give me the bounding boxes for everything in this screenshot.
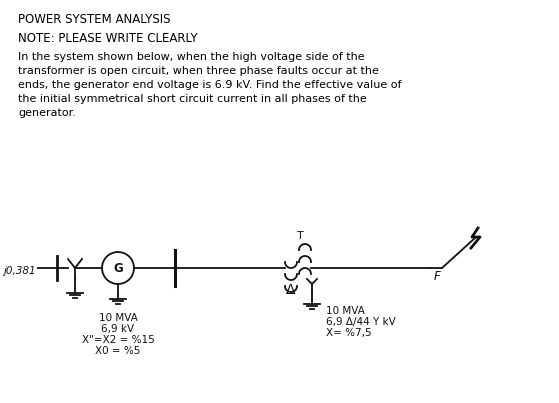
Text: 10 MVA: 10 MVA [98, 313, 138, 323]
Text: NOTE: PLEASE WRITE CLEARLY: NOTE: PLEASE WRITE CLEARLY [18, 32, 198, 45]
Text: 6,9 kV: 6,9 kV [101, 324, 135, 334]
Text: G: G [113, 262, 123, 275]
Text: X0 = %5: X0 = %5 [96, 346, 141, 356]
Text: X"=X2 = %15: X"=X2 = %15 [82, 335, 154, 345]
Text: T: T [297, 231, 304, 241]
Text: F: F [434, 270, 440, 283]
Text: j0,381: j0,381 [3, 266, 36, 276]
Text: 6,9 Δ/44 Y kV: 6,9 Δ/44 Y kV [326, 317, 396, 327]
Text: 10 MVA: 10 MVA [326, 306, 365, 316]
Text: X= %7,5: X= %7,5 [326, 328, 372, 338]
Text: In the system shown below, when the high voltage side of the
transformer is open: In the system shown below, when the high… [18, 52, 401, 118]
Text: POWER SYSTEM ANALYSIS: POWER SYSTEM ANALYSIS [18, 13, 170, 26]
Text: Δ: Δ [286, 283, 296, 297]
